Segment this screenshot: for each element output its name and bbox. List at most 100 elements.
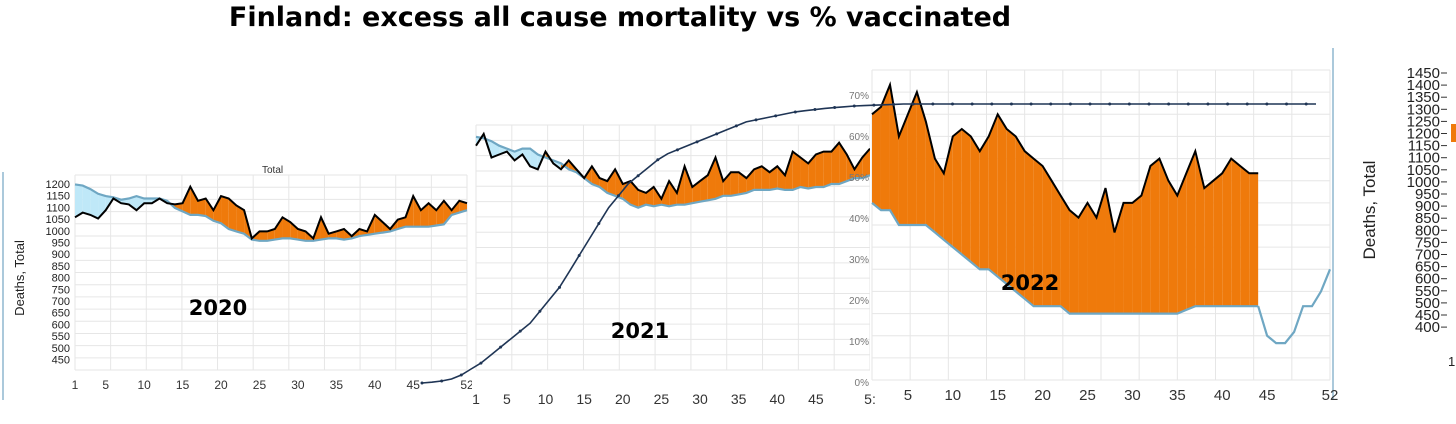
- xtick-label-2020: 15: [176, 378, 190, 392]
- vaccination-ytick-label: 60%: [849, 132, 869, 143]
- xtick-label-2021: 5:: [864, 391, 876, 407]
- vaccination-point: [754, 118, 758, 122]
- right-axis-legend-swatch: [1451, 124, 1456, 142]
- year-label-2020: 2020: [189, 296, 247, 320]
- excess-segment: [898, 114, 908, 225]
- right-ytick-label: 800: [1415, 222, 1440, 239]
- excess-segment: [413, 196, 421, 227]
- p2021-expected-line: [475, 135, 871, 209]
- deficit-segment: [82, 185, 91, 215]
- ytick-label-2020: 800: [52, 273, 70, 285]
- excess-segment: [1123, 202, 1133, 314]
- excess-segment: [1033, 158, 1043, 307]
- excess-segment: [297, 229, 306, 241]
- p2020-panel: [74, 183, 468, 242]
- right-ytick-label: 1200: [1407, 126, 1440, 143]
- excess-segment: [630, 181, 639, 208]
- year-label-2022: 2022: [1001, 271, 1059, 295]
- vaccination-ytick-label: 70%: [849, 91, 869, 102]
- xtick-label-2020: 52: [460, 378, 474, 392]
- excess-segment: [1231, 158, 1241, 307]
- excess-segment: [1213, 173, 1223, 307]
- vaccination-point: [1265, 102, 1269, 106]
- excess-segment: [638, 189, 646, 208]
- ytick-label-2020: 850: [52, 261, 70, 273]
- p2021-observed-line: [475, 131, 871, 201]
- excess-segment: [1150, 158, 1160, 314]
- right-ytick-label: 1400: [1407, 77, 1440, 94]
- deficit-segment: [128, 196, 137, 211]
- vaccination-point: [1167, 102, 1171, 106]
- xtick-label-2020: 20: [214, 378, 228, 392]
- excess-segment: [328, 231, 337, 239]
- excess-segment: [1204, 180, 1214, 307]
- excess-segment: [889, 84, 899, 225]
- excess-segment: [615, 169, 623, 199]
- right-ytick-label: 1050: [1407, 162, 1440, 179]
- vaccination-point: [1009, 102, 1013, 106]
- vaccination-point: [970, 102, 974, 106]
- p2022-panel: [871, 81, 1259, 315]
- excess-segment: [1060, 195, 1070, 314]
- ytick-label-2020: 1000: [46, 226, 70, 238]
- excess-segment: [730, 172, 739, 196]
- p2022-expected-tail: [1257, 268, 1332, 345]
- excess-segment: [591, 166, 600, 187]
- p2022-expected-line: [871, 202, 1259, 315]
- vaccination-point: [1245, 102, 1249, 106]
- excess-segment: [792, 151, 801, 190]
- right-axis-partial-label: 1: [1448, 354, 1455, 369]
- excess-segment: [1024, 151, 1034, 307]
- excess-segment: [1249, 173, 1259, 307]
- vaccination-line: [421, 103, 1316, 384]
- excess-segment: [1087, 202, 1097, 314]
- vaccination-point: [951, 102, 955, 106]
- xtick-label-2022: 30: [1124, 387, 1141, 404]
- excess-segment: [1105, 188, 1115, 314]
- right-ytick-label: 1450: [1407, 65, 1440, 82]
- right-ytick-label: 1350: [1407, 89, 1440, 106]
- ytick-label-2020: 900: [52, 249, 70, 261]
- grid-2020: [74, 174, 468, 371]
- excess-segment: [1015, 136, 1025, 299]
- excess-segment: [1177, 173, 1187, 314]
- xtick-label-2021: 20: [615, 391, 631, 407]
- xtick-label-2020: 35: [330, 378, 344, 392]
- excess-segment: [1132, 195, 1142, 314]
- right-ytick-label: 850: [1415, 210, 1440, 227]
- vaccination-point: [1186, 102, 1190, 106]
- excess-segment: [872, 106, 881, 211]
- chart-title: Finland: excess all cause mortality vs %…: [228, 2, 1012, 33]
- ytick-label-2020: 600: [52, 319, 70, 331]
- right-ytick-label: 1150: [1408, 138, 1440, 155]
- xtick-label-2020: 5: [102, 378, 109, 392]
- excess-segment: [274, 217, 283, 240]
- excess-segment: [282, 217, 291, 239]
- excess-segment: [1186, 151, 1196, 310]
- vaccination-point: [715, 132, 719, 136]
- excess-segment: [715, 157, 724, 199]
- p2020-observed-line: [74, 184, 468, 241]
- excess-segment: [777, 166, 786, 190]
- excess-segment: [700, 175, 708, 202]
- deficit-segment: [90, 189, 99, 219]
- vaccination-ytick-label: 10%: [849, 337, 869, 348]
- vaccination-point: [1049, 102, 1053, 106]
- right-ytick-label: 650: [1415, 259, 1440, 276]
- xtick-label-2021: 30: [692, 391, 708, 407]
- ytick-label-2020: 700: [52, 296, 70, 308]
- vaccination-point: [734, 124, 738, 128]
- xtick-label-2020: 25: [253, 378, 267, 392]
- excess-segment: [684, 166, 693, 205]
- vaccination-point: [1206, 102, 1210, 106]
- xtick-label-2021: 1: [472, 391, 480, 407]
- vaccination-point: [459, 373, 463, 377]
- right-ytick-label: 550: [1415, 283, 1440, 300]
- xtick-label-2021: 40: [770, 391, 786, 407]
- excess-segment: [182, 186, 191, 215]
- excess-segment: [907, 92, 917, 226]
- excess-segment: [290, 221, 298, 240]
- excess-segment: [205, 198, 214, 221]
- excess-segment: [599, 178, 608, 193]
- vaccination-ytick-label: 50%: [849, 173, 869, 184]
